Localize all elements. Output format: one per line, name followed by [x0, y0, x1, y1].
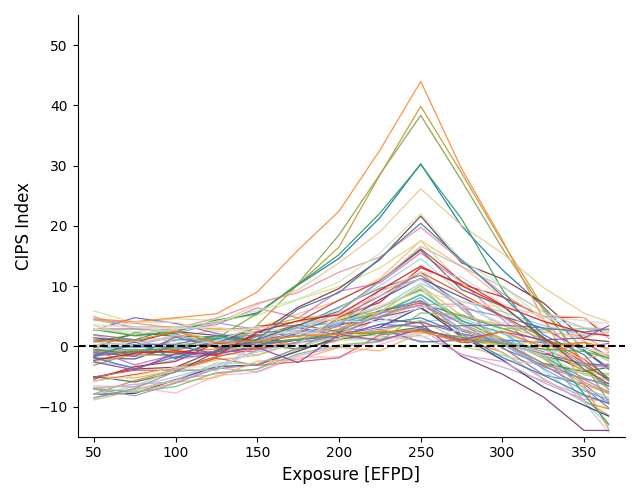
Y-axis label: CIPS Index: CIPS Index	[15, 182, 33, 270]
X-axis label: Exposure [EFPD]: Exposure [EFPD]	[282, 466, 420, 484]
